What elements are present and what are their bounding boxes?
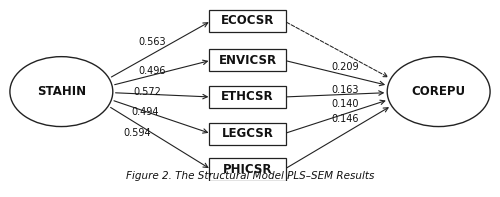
Ellipse shape bbox=[387, 57, 490, 126]
Text: 0.209: 0.209 bbox=[332, 62, 359, 72]
Text: 0.563: 0.563 bbox=[138, 37, 166, 47]
Text: COREPU: COREPU bbox=[412, 85, 466, 98]
FancyBboxPatch shape bbox=[209, 86, 286, 108]
FancyBboxPatch shape bbox=[209, 49, 286, 72]
Text: LEGCSR: LEGCSR bbox=[222, 127, 274, 140]
Text: 0.594: 0.594 bbox=[124, 128, 151, 138]
Text: STAHIN: STAHIN bbox=[37, 85, 86, 98]
Text: 0.494: 0.494 bbox=[131, 107, 158, 117]
Text: ECOCSR: ECOCSR bbox=[221, 14, 274, 27]
Text: PHICSR: PHICSR bbox=[223, 163, 272, 176]
Text: 0.496: 0.496 bbox=[138, 66, 166, 76]
Text: 0.163: 0.163 bbox=[332, 85, 359, 95]
Text: ETHCSR: ETHCSR bbox=[221, 90, 274, 103]
FancyBboxPatch shape bbox=[209, 123, 286, 145]
Text: 0.572: 0.572 bbox=[133, 87, 161, 97]
Text: ENVICSR: ENVICSR bbox=[218, 54, 276, 67]
Text: 0.146: 0.146 bbox=[332, 114, 359, 124]
Ellipse shape bbox=[10, 57, 113, 126]
FancyBboxPatch shape bbox=[209, 158, 286, 181]
Text: Figure 2. The Structural Model PLS–SEM Results: Figure 2. The Structural Model PLS–SEM R… bbox=[126, 171, 374, 181]
FancyBboxPatch shape bbox=[209, 10, 286, 32]
Text: 0.140: 0.140 bbox=[332, 99, 359, 109]
